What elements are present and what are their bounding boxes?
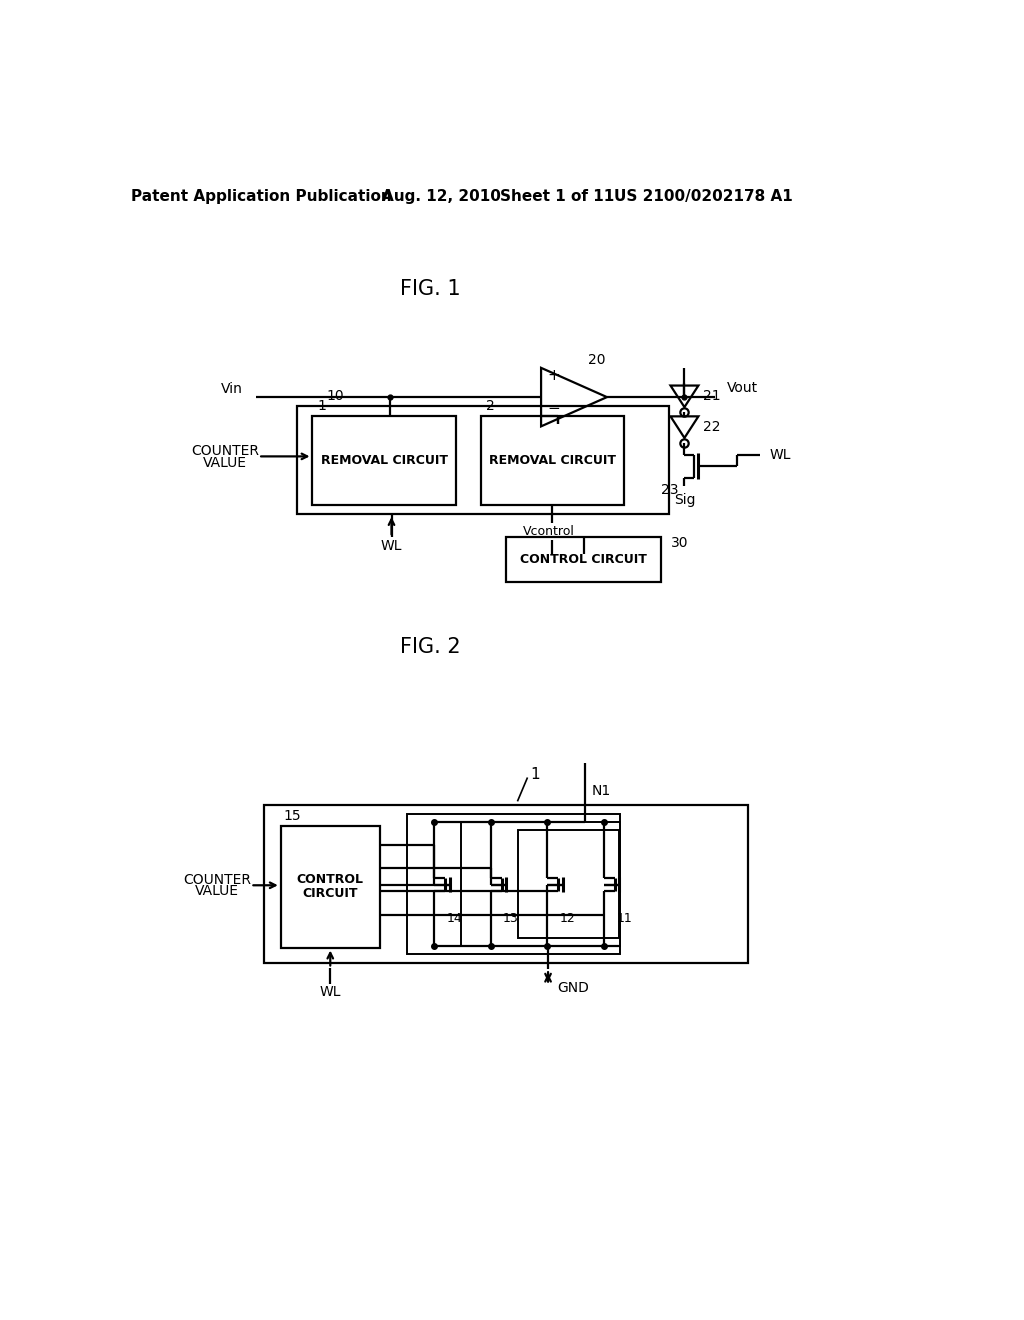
Bar — [297, 407, 669, 515]
Text: FIG. 1: FIG. 1 — [400, 280, 461, 300]
Text: 14: 14 — [446, 912, 462, 925]
Text: Vin: Vin — [221, 383, 243, 396]
Text: Sig: Sig — [674, 492, 695, 507]
Bar — [407, 814, 621, 954]
Text: 30: 30 — [671, 536, 688, 550]
Text: 15: 15 — [284, 809, 301, 822]
Text: Sheet 1 of 11: Sheet 1 of 11 — [501, 189, 614, 205]
Bar — [506, 537, 662, 582]
Text: WL: WL — [770, 447, 792, 462]
Text: +: + — [547, 368, 560, 383]
Text: CONTROL: CONTROL — [297, 874, 364, 887]
Text: FIG. 2: FIG. 2 — [400, 638, 461, 657]
Text: 1: 1 — [530, 767, 540, 781]
Text: 12: 12 — [560, 912, 575, 925]
Text: US 2100/0202178 A1: US 2100/0202178 A1 — [613, 189, 793, 205]
Text: N1: N1 — [592, 784, 610, 799]
Text: Aug. 12, 2010: Aug. 12, 2010 — [382, 189, 501, 205]
Text: 21: 21 — [703, 389, 721, 404]
Bar — [263, 805, 748, 964]
Text: GND: GND — [557, 981, 589, 995]
Text: 13: 13 — [503, 912, 519, 925]
Text: WL: WL — [381, 540, 402, 553]
Bar — [518, 830, 618, 939]
Text: 11: 11 — [616, 912, 632, 925]
Text: 23: 23 — [660, 483, 678, 496]
Text: Vout: Vout — [727, 381, 758, 395]
Text: 10: 10 — [327, 389, 344, 404]
Text: Patent Application Publication: Patent Application Publication — [131, 189, 391, 205]
Text: REMOVAL CIRCUIT: REMOVAL CIRCUIT — [321, 454, 447, 467]
Text: COUNTER: COUNTER — [190, 444, 259, 458]
Bar — [461, 822, 621, 946]
Text: VALUE: VALUE — [196, 884, 240, 899]
Text: 20: 20 — [588, 354, 605, 367]
Text: CIRCUIT: CIRCUIT — [302, 887, 358, 900]
Text: −: − — [547, 401, 560, 416]
Text: REMOVAL CIRCUIT: REMOVAL CIRCUIT — [488, 454, 615, 467]
Text: 1: 1 — [317, 400, 327, 413]
Bar — [480, 416, 624, 506]
Text: CONTROL CIRCUIT: CONTROL CIRCUIT — [520, 553, 647, 566]
Text: COUNTER: COUNTER — [183, 873, 251, 887]
Text: 22: 22 — [703, 420, 721, 434]
Text: Vcontrol: Vcontrol — [522, 524, 574, 537]
Bar — [312, 416, 456, 506]
Text: WL: WL — [319, 985, 341, 998]
Text: VALUE: VALUE — [203, 455, 247, 470]
Text: 2: 2 — [485, 400, 495, 413]
Bar — [281, 826, 380, 948]
